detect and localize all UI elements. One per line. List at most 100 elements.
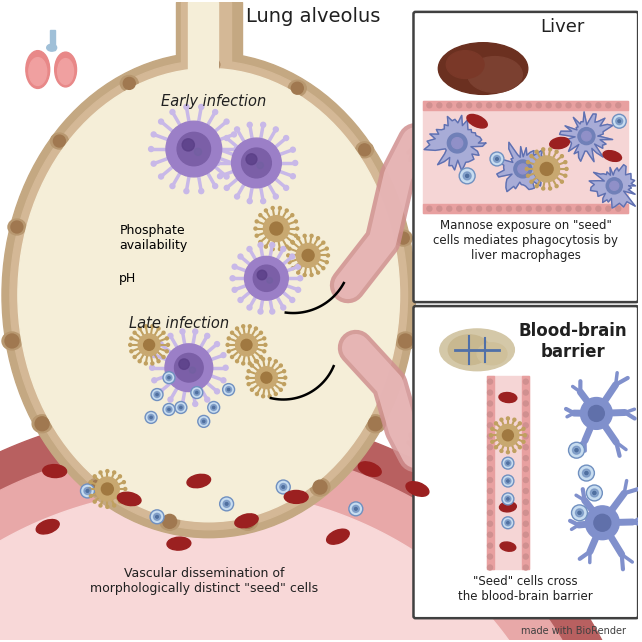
Circle shape xyxy=(191,386,203,399)
Circle shape xyxy=(507,498,509,500)
Circle shape xyxy=(93,475,96,478)
Circle shape xyxy=(194,390,200,395)
Circle shape xyxy=(246,376,249,379)
Circle shape xyxy=(184,189,189,194)
Circle shape xyxy=(285,209,288,212)
Circle shape xyxy=(238,297,243,302)
Circle shape xyxy=(279,364,282,367)
Circle shape xyxy=(523,379,528,384)
Circle shape xyxy=(273,127,278,132)
Circle shape xyxy=(487,489,492,494)
Circle shape xyxy=(91,480,105,494)
Circle shape xyxy=(534,156,560,182)
Circle shape xyxy=(523,467,528,472)
Circle shape xyxy=(150,365,155,370)
Circle shape xyxy=(123,78,135,89)
Circle shape xyxy=(263,216,290,241)
Circle shape xyxy=(487,412,492,417)
Circle shape xyxy=(168,397,173,402)
Ellipse shape xyxy=(394,230,412,246)
Circle shape xyxy=(494,446,498,449)
Circle shape xyxy=(138,334,160,356)
Circle shape xyxy=(291,82,303,94)
Circle shape xyxy=(253,265,279,291)
Ellipse shape xyxy=(55,52,76,87)
Circle shape xyxy=(205,397,210,402)
Circle shape xyxy=(536,206,541,211)
Circle shape xyxy=(487,565,492,570)
Bar xyxy=(487,376,529,569)
Circle shape xyxy=(447,206,452,211)
Circle shape xyxy=(166,375,172,381)
Circle shape xyxy=(291,266,295,270)
Polygon shape xyxy=(560,112,612,162)
Circle shape xyxy=(232,288,237,292)
Circle shape xyxy=(535,185,538,187)
Circle shape xyxy=(113,504,116,507)
Ellipse shape xyxy=(446,51,484,78)
Ellipse shape xyxy=(32,415,52,433)
Circle shape xyxy=(295,234,297,237)
Circle shape xyxy=(298,276,302,281)
Ellipse shape xyxy=(284,490,308,503)
Circle shape xyxy=(571,505,587,521)
Circle shape xyxy=(530,155,533,158)
Circle shape xyxy=(310,234,313,238)
Circle shape xyxy=(349,502,363,516)
Ellipse shape xyxy=(395,332,415,350)
Circle shape xyxy=(264,343,267,346)
Circle shape xyxy=(170,110,175,114)
Circle shape xyxy=(302,250,314,261)
Circle shape xyxy=(497,424,519,446)
Circle shape xyxy=(296,288,300,292)
Circle shape xyxy=(151,362,154,365)
Circle shape xyxy=(106,505,109,508)
Circle shape xyxy=(241,148,272,178)
Ellipse shape xyxy=(327,529,349,544)
Circle shape xyxy=(556,206,561,211)
Circle shape xyxy=(261,372,272,383)
Circle shape xyxy=(530,180,533,183)
Circle shape xyxy=(157,360,160,363)
Circle shape xyxy=(106,469,109,473)
Circle shape xyxy=(261,123,266,127)
Circle shape xyxy=(96,477,119,501)
Circle shape xyxy=(144,340,155,351)
Circle shape xyxy=(180,401,185,406)
Circle shape xyxy=(487,543,492,548)
Circle shape xyxy=(241,514,255,528)
Ellipse shape xyxy=(288,80,306,96)
Ellipse shape xyxy=(29,58,47,85)
Circle shape xyxy=(296,265,300,269)
Ellipse shape xyxy=(2,53,415,538)
Circle shape xyxy=(130,350,133,353)
Circle shape xyxy=(182,139,195,151)
Ellipse shape xyxy=(356,142,374,158)
Circle shape xyxy=(232,132,236,137)
Circle shape xyxy=(578,128,595,144)
Circle shape xyxy=(189,367,196,373)
Circle shape xyxy=(427,206,432,211)
Circle shape xyxy=(523,390,528,395)
Circle shape xyxy=(154,392,160,397)
Circle shape xyxy=(523,521,528,526)
Circle shape xyxy=(279,207,281,209)
Circle shape xyxy=(297,271,300,274)
Circle shape xyxy=(148,415,154,421)
Circle shape xyxy=(168,333,173,338)
Circle shape xyxy=(226,343,229,346)
Circle shape xyxy=(180,406,182,409)
Text: Blood-brain
barrier: Blood-brain barrier xyxy=(518,322,627,361)
Circle shape xyxy=(225,386,232,392)
Ellipse shape xyxy=(448,335,490,365)
Circle shape xyxy=(467,103,472,108)
Circle shape xyxy=(165,344,213,392)
Circle shape xyxy=(224,186,229,191)
Circle shape xyxy=(526,160,530,164)
Circle shape xyxy=(163,372,175,384)
Circle shape xyxy=(248,362,251,365)
Circle shape xyxy=(274,392,277,395)
Circle shape xyxy=(99,504,102,507)
Circle shape xyxy=(223,384,234,395)
FancyBboxPatch shape xyxy=(413,12,638,302)
